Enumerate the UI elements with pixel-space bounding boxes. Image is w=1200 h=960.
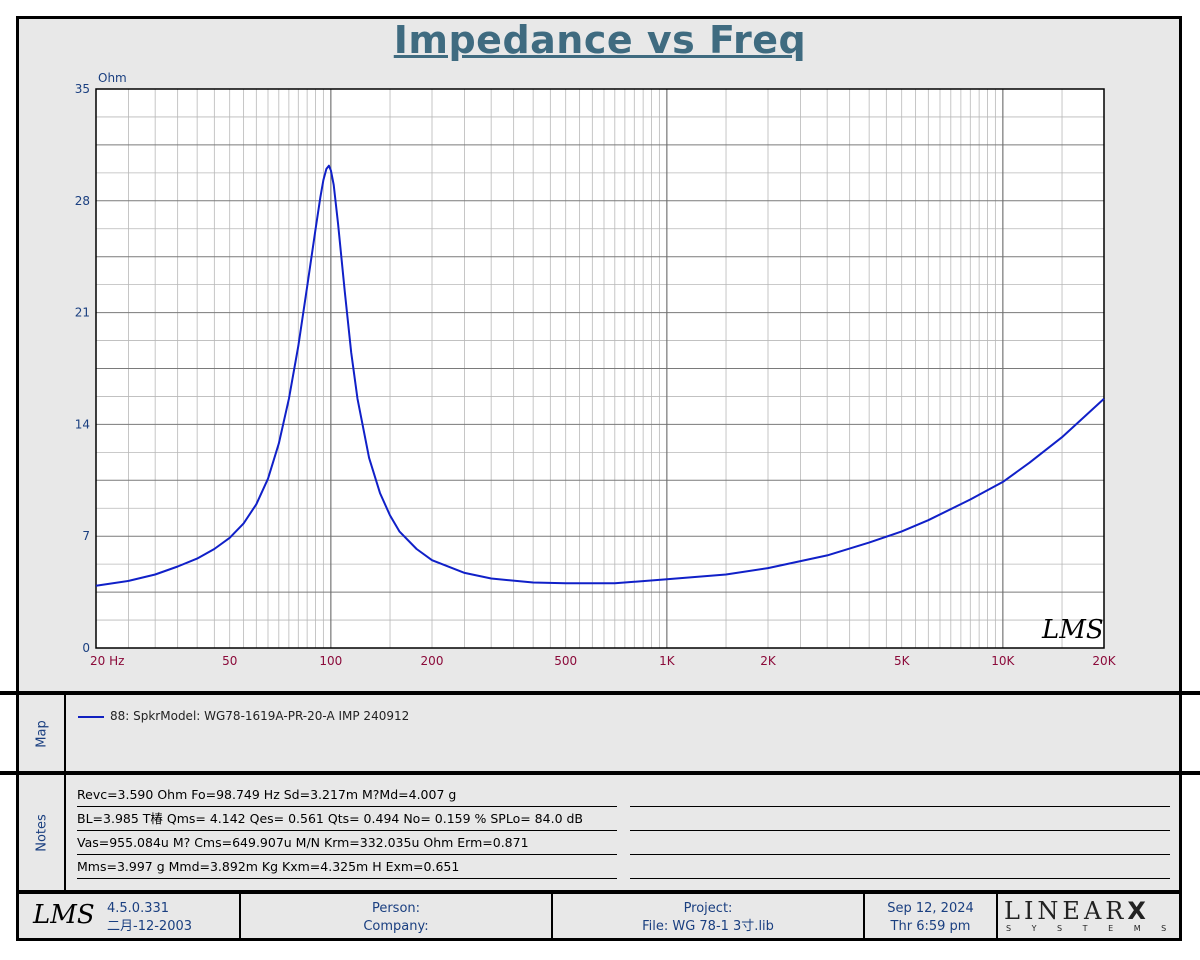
linearx-wordmark: LINEAR xyxy=(1004,897,1128,925)
notes-line: Revc=3.590 Ohm Fo=98.749 Hz Sd=3.217m M?… xyxy=(77,786,617,807)
plot-border xyxy=(95,88,1105,649)
footer-version: 4.5.0.331 xyxy=(107,901,170,916)
y-tick-label: 28 xyxy=(75,194,90,208)
x-tick-label: 2K xyxy=(760,654,777,668)
y-axis-label: Ohm xyxy=(98,71,127,85)
series-line xyxy=(95,164,1105,587)
footer-version-date: 二月-12-2003 xyxy=(107,919,193,934)
lms-watermark: LMS xyxy=(1041,615,1104,645)
linearx-systems: S Y S T E M S xyxy=(1006,924,1176,933)
footer-date: Sep 12, 2024 xyxy=(887,901,974,916)
notes-line: Vas=955.084u M? Cms=649.907u M/N Krm=332… xyxy=(77,834,617,855)
x-tick-label: 100 xyxy=(319,654,342,668)
notes-blank-line xyxy=(630,786,1170,807)
legend-label: 88: SpkrModel: WG78-1619A-PR-20-A IMP 24… xyxy=(110,709,410,723)
x-tick-label: 1K xyxy=(659,654,676,668)
divider xyxy=(0,691,1200,695)
x-tick-label: 20K xyxy=(1092,654,1116,668)
footer-project: Project: xyxy=(683,901,733,916)
x-tick-label: 20 Hz xyxy=(90,654,124,668)
divider xyxy=(0,771,1200,775)
footer-date-cell: Sep 12, 2024 Thr 6:59 pm xyxy=(865,894,998,938)
notes-blank-line xyxy=(630,834,1170,855)
footer-lms-logo: LMS xyxy=(33,900,95,930)
footer-time: Thr 6:59 pm xyxy=(890,919,971,934)
linearx-logo: LINEARX S Y S T E M S xyxy=(998,894,1179,938)
y-tick-label: 0 xyxy=(82,641,90,655)
y-tick-label: 7 xyxy=(82,529,90,543)
notes-blank-line xyxy=(630,810,1170,831)
notes-line: BL=3.985 T椿 Qms= 4.142 Qes= 0.561 Qts= 0… xyxy=(77,810,617,831)
notes-line: Mms=3.997 g Mmd=3.892m Kg Kxm=4.325m H E… xyxy=(77,858,617,879)
series-group xyxy=(95,164,1105,587)
y-tick-labels: 0 7 14 21 28 35 xyxy=(75,82,90,655)
footer-file: File: WG 78-1 3寸.lib xyxy=(642,919,774,934)
legend-swatch xyxy=(78,715,104,718)
footer-version-cell: LMS 4.5.0.331 二月-12-2003 xyxy=(19,894,241,938)
legend-entry: 88: SpkrModel: WG78-1619A-PR-20-A IMP 24… xyxy=(78,709,409,723)
linearx-x: X xyxy=(1127,897,1146,925)
y-tick-label: 35 xyxy=(75,82,90,96)
footer-person: Person: xyxy=(371,901,421,916)
notes-side-label: Notes xyxy=(19,775,66,890)
footer-person-cell: Person: Company: xyxy=(241,894,553,938)
x-tick-label: 10K xyxy=(991,654,1015,668)
footer-company: Company: xyxy=(363,919,429,934)
x-tick-label: 500 xyxy=(554,654,577,668)
x-tick-label: 200 xyxy=(421,654,444,668)
notes-blank-line xyxy=(630,858,1170,879)
footer-project-cell: Project: File: WG 78-1 3寸.lib xyxy=(553,894,865,938)
x-tick-label: 50 xyxy=(222,654,237,668)
y-tick-label: 21 xyxy=(75,306,90,320)
divider xyxy=(16,890,1182,894)
x-tick-labels: 20 Hz 50 100 200 500 1K 2K 5K 10K 20K xyxy=(90,654,1117,668)
y-tick-label: 14 xyxy=(75,417,90,431)
chart-title: Impedance vs Freq xyxy=(393,18,807,62)
major-gridlines xyxy=(96,88,1104,649)
x-tick-label: 5K xyxy=(894,654,911,668)
map-side-label: Map xyxy=(19,695,66,773)
